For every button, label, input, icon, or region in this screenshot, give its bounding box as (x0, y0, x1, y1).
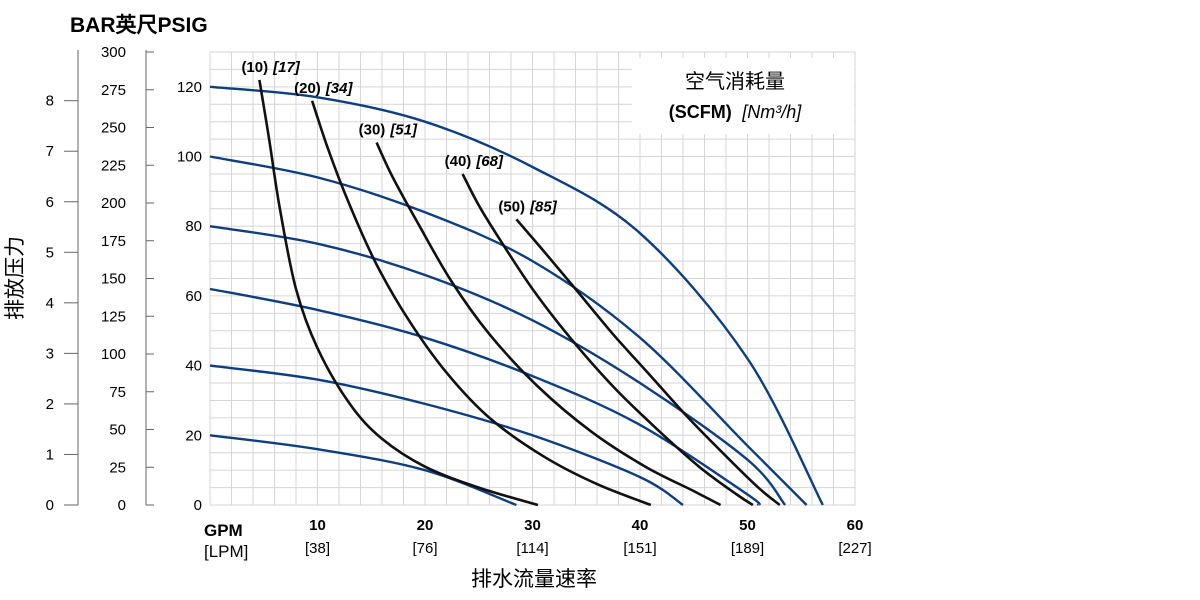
x-tick-lpm: [114] (516, 540, 548, 557)
bar-tick-label: 6 (46, 194, 54, 211)
x-tick-lpm: [38] (305, 540, 330, 557)
legend-title: 空气消耗量 (685, 70, 785, 93)
pressure-curve-120 (209, 85, 824, 506)
air-curve-label: (50) [85] (498, 198, 557, 215)
x-tick-gpm: 30 (524, 517, 541, 534)
grid (209, 51, 856, 506)
psi-tick-label: 40 (185, 358, 202, 375)
feet-tick-label: 150 (101, 271, 126, 288)
pressure-curve-40 (209, 364, 684, 507)
pressure-curves (209, 85, 824, 507)
psi-tick-label: 100 (177, 149, 202, 166)
feet-tick-label: 0 (118, 497, 126, 514)
psi-tick-label: 80 (185, 218, 202, 235)
air-curve-label-scfm: (40) (445, 153, 472, 170)
bar-tick-label: 1 (46, 446, 54, 463)
air-curve-5 (515, 218, 781, 507)
psi-tick-label: 60 (185, 288, 202, 305)
feet-tick-labels: 0 25 50 75 100 125 150 175 200 225 250 275 300 (101, 44, 154, 514)
x-tick-lpm: [227] (838, 540, 871, 557)
legend-unit-nm3h: [Nm³/h] (741, 102, 802, 122)
air-curve-label-nm3h: [51] (389, 122, 418, 139)
air-curve-label-scfm: (20) (294, 80, 321, 97)
bar-tick-label: 2 (46, 396, 54, 413)
bar-tick-label: 5 (46, 244, 54, 261)
feet-tick-label: 25 (109, 459, 126, 476)
air-curve-label: (40) [68] (445, 153, 504, 170)
air-curve-label: (10) [17] (241, 59, 300, 76)
feet-tick-label: 275 (101, 82, 126, 99)
air-curve-label-scfm: (50) (498, 198, 525, 215)
bar-tick-label: 4 (46, 295, 54, 312)
legend-unit-scfm: (SCFM) (669, 102, 732, 122)
psi-tick-label: 0 (194, 497, 202, 514)
feet-tick-label: 200 (101, 195, 126, 212)
air-curve-label-nm3h: [34] (325, 80, 354, 97)
air-curve-label-nm3h: [68] (475, 153, 504, 170)
feet-tick-label: 125 (101, 308, 126, 325)
pressure-curve-100 (209, 155, 808, 506)
air-curve-2 (310, 100, 652, 507)
feet-tick-label: 300 (101, 44, 126, 61)
bar-tick-label: 7 (46, 143, 54, 160)
air-curve-label-scfm: (10) (241, 59, 268, 76)
pressure-curve-60 (209, 287, 761, 506)
feet-tick-label: 225 (101, 157, 126, 174)
feet-tick-label: 75 (109, 384, 126, 401)
y-axis-label: 排放压力 (4, 236, 27, 320)
feet-tick-label: 50 (109, 422, 126, 439)
x-tick-lpm: [151] (623, 540, 656, 557)
bar-tick-labels: 0 1 2 3 4 5 6 7 8 (46, 93, 78, 514)
x-tick-lpm: [76] (412, 540, 437, 557)
x-tick-gpm: 20 (417, 517, 434, 534)
feet-tick-label: 175 (101, 233, 126, 250)
x-unit-lpm: [LPM] (204, 542, 248, 561)
bar-tick-label: 8 (46, 93, 54, 110)
x-tick-gpm: 10 (309, 517, 326, 534)
x-tick-labels: 10 [38] 20 [76] 30 [114] 40 [151] 50 [189] 60 [227] (305, 517, 872, 557)
air-curve-label: (20) [34] (294, 80, 353, 97)
air-curve-1 (258, 79, 539, 507)
feet-tick-label: 100 (101, 346, 126, 363)
air-consumption-curves (258, 79, 781, 507)
x-tick-gpm: 40 (632, 517, 649, 534)
psi-tick-labels: 0 20 40 60 80 100 120 (177, 79, 202, 514)
air-curve-3 (375, 142, 722, 507)
feet-tick-label: 250 (101, 120, 126, 137)
units-title: BAR英尺PSIG (70, 14, 208, 37)
air-consumption-labels: (10) [17] (20) [34] (30) [51] (40) [68] (50) [85] (241, 59, 557, 215)
x-tick-gpm: 60 (847, 517, 864, 534)
x-unit-gpm: GPM (204, 521, 243, 540)
air-curve-label: (30) [51] (359, 122, 418, 139)
psi-tick-label: 120 (177, 79, 202, 96)
air-curve-label-scfm: (30) (359, 122, 386, 139)
air-curve-label-nm3h: [85] (529, 198, 558, 215)
x-tick-lpm: [189] (731, 540, 764, 557)
bar-tick-label: 3 (46, 345, 54, 362)
pressure-curve-20 (209, 434, 517, 507)
bar-tick-label: 0 (46, 497, 54, 514)
x-axis-label: 排水流量速率 (471, 568, 597, 591)
air-curve-label-nm3h: [17] (272, 59, 301, 76)
legend-subtitle: (SCFM) [Nm³/h] (669, 102, 802, 122)
air-curve-4 (461, 173, 754, 507)
psi-tick-label: 20 (185, 427, 202, 444)
pressure-curve-80 (209, 225, 787, 506)
legend-box (632, 58, 854, 134)
x-tick-gpm: 50 (739, 517, 756, 534)
